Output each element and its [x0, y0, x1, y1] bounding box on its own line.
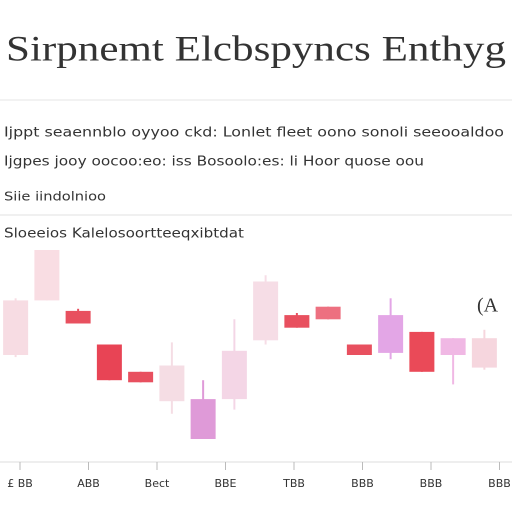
x-tick-label: ABB — [77, 477, 100, 490]
panel-title: Sloeeios Kalelosoortteeqxibtdat — [4, 227, 244, 242]
annotation: (A — [477, 295, 499, 317]
x-tick-label: BBB — [488, 477, 511, 490]
x-tick-label: BBB — [351, 477, 374, 490]
candle-body — [65, 310, 91, 324]
candle-body — [378, 315, 404, 353]
chart-title: Sirpnemt Elcbspyncs Enthyg — [6, 28, 506, 68]
candle-body — [128, 371, 154, 383]
subtitle-line: Siie iindolnioo — [4, 190, 106, 204]
x-tick-label: Bect — [145, 477, 170, 490]
candle-body — [346, 344, 372, 355]
candle-body — [221, 350, 247, 400]
candle-body — [284, 315, 310, 328]
candle-body — [315, 306, 341, 320]
candle-body — [190, 399, 216, 439]
x-tick-label: BBB — [420, 477, 443, 490]
subtitle-line: Ijgpes jooy oocoo:eo: iss Bosoolo:es: li… — [4, 155, 424, 170]
candle-body — [253, 281, 279, 341]
candle-body — [159, 365, 185, 402]
candle-body — [409, 331, 435, 372]
candle-body — [440, 338, 466, 355]
candle-body — [34, 250, 60, 301]
x-tick-label: TBB — [282, 477, 305, 490]
subtitle-line: Ijppt seaennblo oyyoo ckd: Lonlet fleet … — [4, 126, 504, 141]
x-tick-label: BBE — [214, 477, 236, 490]
x-tick-label: £ BB — [7, 477, 33, 490]
candle-body — [96, 344, 122, 381]
candle-body — [3, 300, 29, 355]
candle-body — [471, 338, 497, 368]
